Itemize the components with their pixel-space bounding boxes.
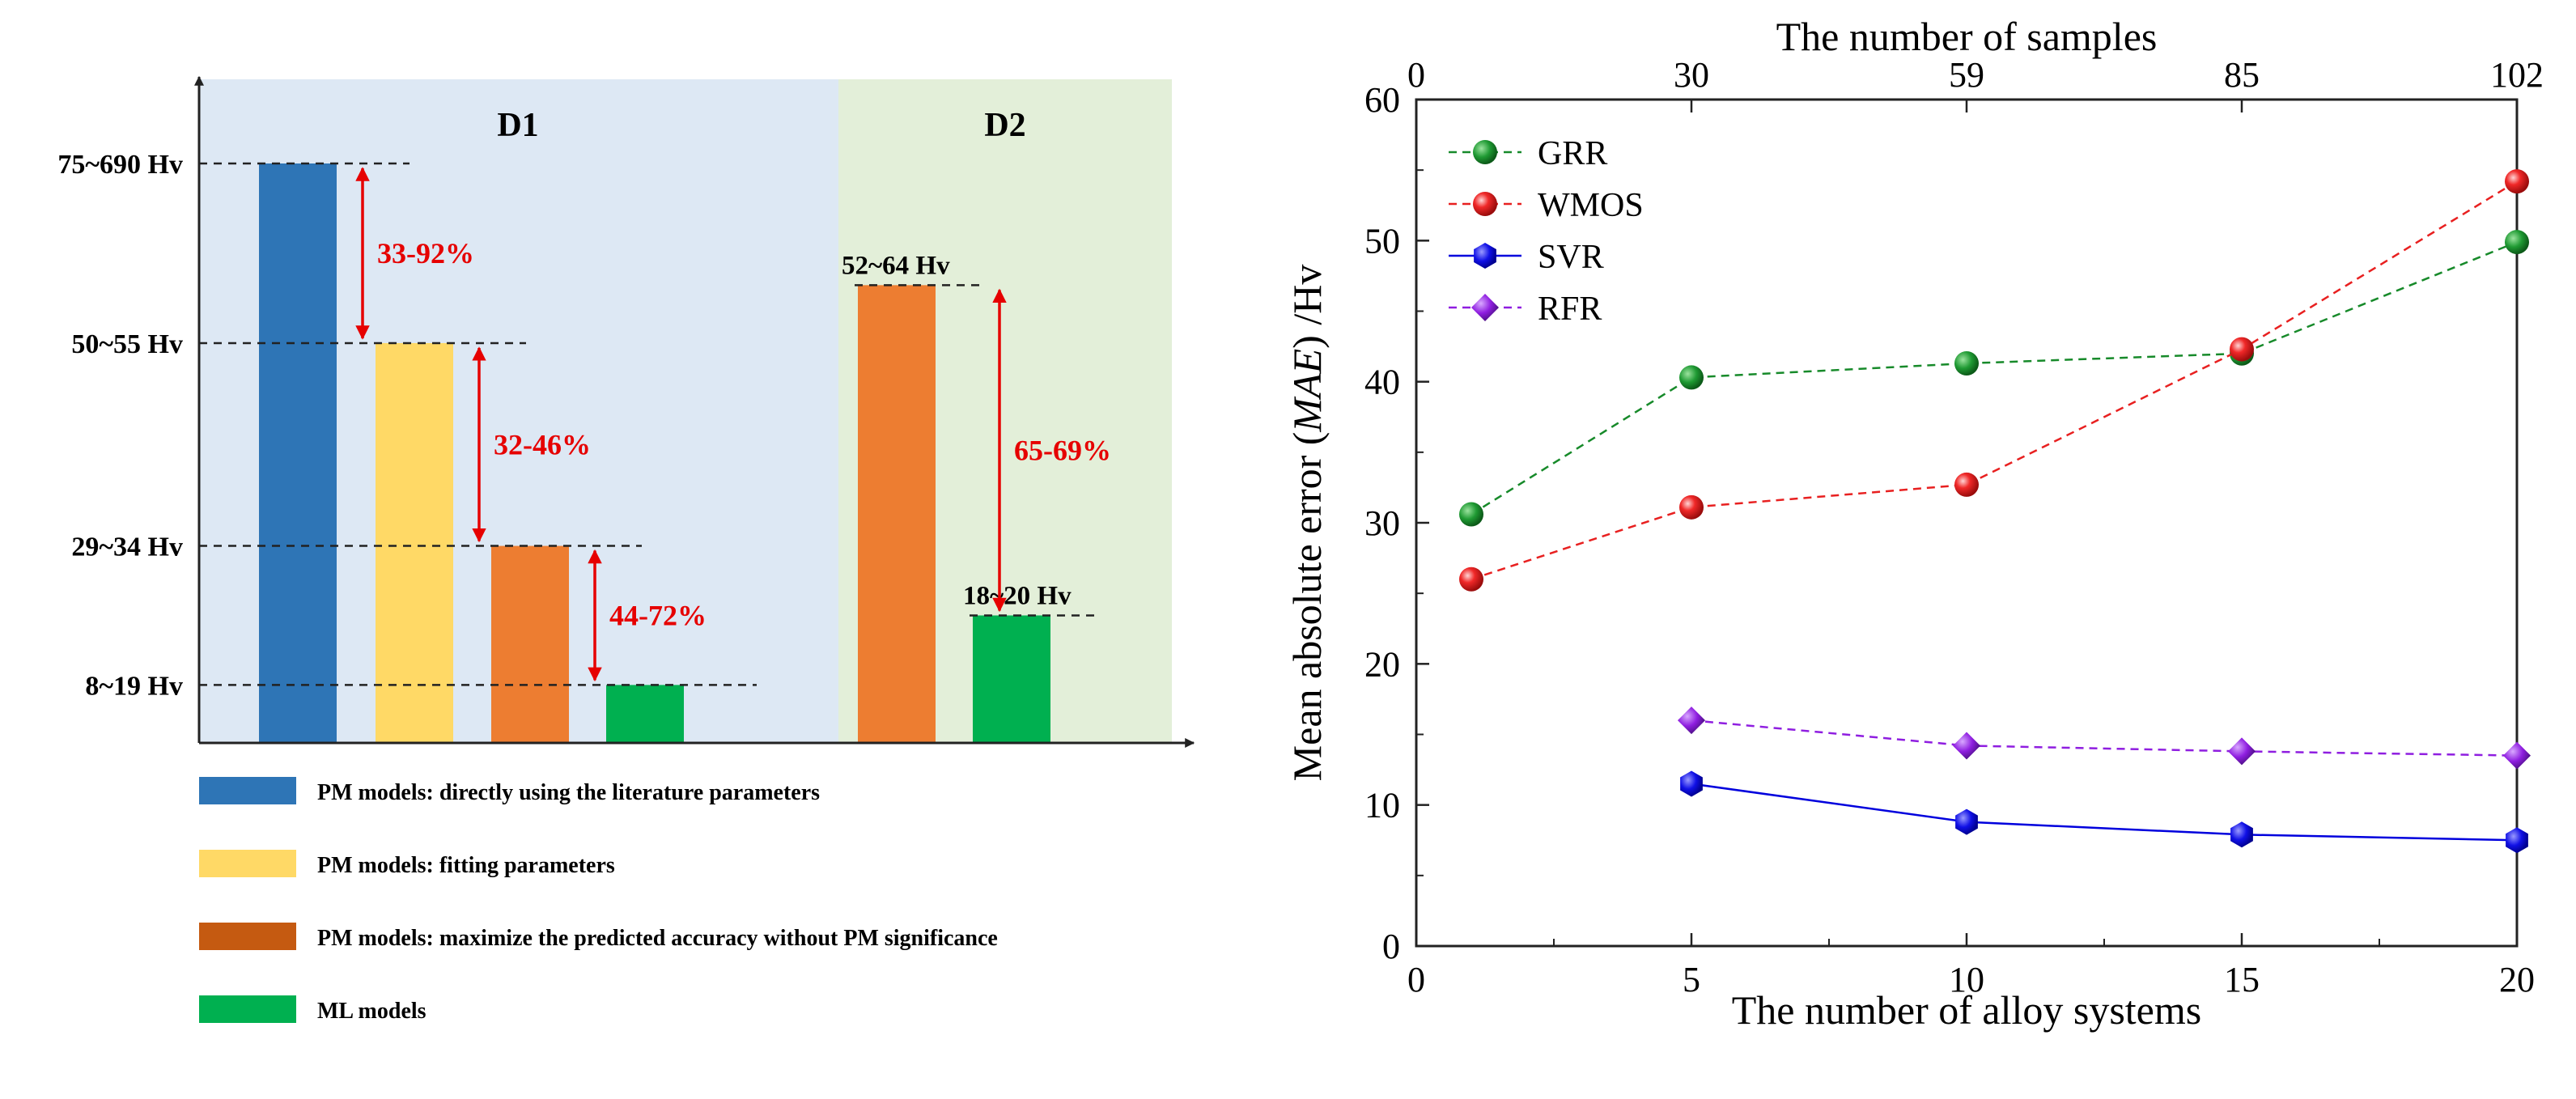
- legend-label-3: ML models: [317, 999, 427, 1024]
- x-tick-label-2: 10: [1949, 960, 1984, 999]
- legend-swatch-0: [199, 777, 296, 804]
- x-tick-label-3: 15: [2224, 960, 2260, 999]
- level-label-2: 29~34 Hv: [71, 533, 183, 562]
- level-label-5: 18~20 Hv: [963, 581, 1072, 610]
- y-tick-label-6: 60: [1364, 80, 1400, 120]
- y-tick-label-0: 0: [1382, 927, 1400, 966]
- bar-d1-1: [376, 342, 453, 743]
- legend-label-svr: SVR: [1538, 239, 1604, 276]
- legend-label-2: PM models: maximize the predicted accura…: [317, 926, 998, 951]
- x2-tick-label-0: 0: [1407, 55, 1425, 95]
- domain-d1-label: D1: [497, 107, 538, 144]
- legend-marker-svr: [1474, 243, 1496, 269]
- legend-label-grr: GRR: [1538, 135, 1607, 172]
- x-tick-label-0: 0: [1407, 960, 1425, 999]
- level-lines: 75~690 Hv 50~55 Hv 29~34 Hv 8~19 Hv 52~64 Hv…: [57, 150, 1099, 701]
- y-tick-label-4: 40: [1364, 363, 1400, 402]
- legend-label-wmos: WMOS: [1538, 187, 1644, 224]
- series-line-wmos: [1470, 180, 2518, 580]
- data-point-svr-3: [2506, 827, 2528, 854]
- y-tick-label-3: 30: [1364, 503, 1400, 543]
- bar-chart-panel: D1 D2 75~690 Hv 50~55 Hv 29~34 Hv 8~19 Hv 52…: [57, 75, 1195, 1024]
- series-svr: [1680, 770, 2528, 854]
- legend-marker-grr: [1473, 140, 1497, 164]
- data-point-rfr-3: [2503, 741, 2531, 770]
- data-point-rfr-2: [2228, 737, 2256, 766]
- legend-marker-wmos: [1473, 192, 1497, 216]
- series-line-rfr: [1691, 719, 2518, 757]
- level-label-1: 50~55 Hv: [71, 329, 183, 359]
- legend-label-1: PM models: fitting parameters: [317, 853, 615, 878]
- y-tick-label-5: 50: [1364, 221, 1400, 261]
- legend-label-0: PM models: directly using the literature…: [317, 780, 820, 805]
- reduction-label-1: 32-46%: [494, 428, 591, 460]
- x2-axis-label: The number of samples: [1776, 14, 2158, 59]
- data-point-grr-4: [2505, 230, 2529, 255]
- legend: PM models: directly using the literature…: [199, 777, 998, 1024]
- x-axis-label: The number of alloy systems: [1732, 987, 2201, 1033]
- y-axis-label-pre: Mean absolute error (: [1284, 432, 1330, 782]
- series-line-svr: [1691, 783, 2518, 842]
- level-label-3: 8~19 Hv: [85, 671, 183, 701]
- bar-d1-2: [491, 545, 569, 743]
- reduction-arrows: 33-92% 32-46% 44-72% 65-69%: [355, 167, 1111, 682]
- data-point-wmos-4: [2505, 169, 2529, 194]
- reduction-label-0: 33-92%: [377, 237, 474, 269]
- legend-swatch-2: [199, 923, 296, 950]
- series-wmos: [1459, 169, 2529, 592]
- data-point-svr-1: [1955, 808, 1978, 835]
- data-point-svr-2: [2230, 821, 2253, 848]
- y-tick-label-2: 20: [1364, 644, 1400, 684]
- series-group: [1459, 169, 2531, 854]
- level-label-4: 52~64 Hv: [842, 251, 950, 280]
- data-point-grr-1: [1679, 365, 1704, 390]
- x2-tick-label-3: 85: [2224, 55, 2260, 95]
- legend-label-rfr: RFR: [1538, 291, 1602, 328]
- y-axis-label-post: ) /Hv: [1284, 265, 1330, 349]
- bar-d1-3: [606, 685, 684, 743]
- legend: GRR WMOS SVR RFR: [1449, 135, 1644, 328]
- x-tick-label-1: 5: [1683, 960, 1700, 999]
- data-point-rfr-0: [1678, 706, 1705, 735]
- y-axis-label: Mean absolute error (MAE) /Hv: [1284, 265, 1330, 782]
- series-line-grr: [1470, 240, 2518, 516]
- x-tick-label-4: 20: [2499, 960, 2535, 999]
- data-point-grr-2: [1954, 351, 1979, 376]
- data-point-rfr-1: [1953, 732, 1980, 760]
- x2-tick-label-4: 102: [2490, 55, 2544, 95]
- data-point-svr-0: [1680, 770, 1703, 797]
- bar-d2-4: [858, 285, 936, 743]
- data-point-grr-0: [1459, 502, 1483, 527]
- legend-swatch-1: [199, 850, 296, 877]
- series-grr: [1459, 230, 2529, 527]
- data-point-wmos-3: [2230, 337, 2254, 362]
- y-tick-label-1: 10: [1364, 786, 1400, 825]
- data-point-wmos-1: [1679, 494, 1704, 520]
- bar-d1-0: [259, 163, 337, 743]
- reduction-label-2: 44-72%: [609, 599, 707, 631]
- bar-group: [259, 163, 1050, 743]
- series-rfr: [1678, 706, 2531, 770]
- bar-d2-5: [973, 615, 1050, 743]
- x2-tick-label-1: 30: [1674, 55, 1709, 95]
- y-axis-label-italic: MAE: [1284, 349, 1330, 433]
- data-point-wmos-2: [1954, 472, 1979, 497]
- domain-d2-label: D2: [984, 107, 1025, 144]
- x2-tick-label-2: 59: [1949, 55, 1984, 95]
- legend-swatch-3: [199, 995, 296, 1023]
- level-label-0: 75~690 Hv: [57, 150, 183, 180]
- legend-marker-rfr: [1471, 294, 1499, 321]
- data-point-wmos-0: [1459, 566, 1483, 592]
- reduction-label-3: 65-69%: [1014, 434, 1111, 466]
